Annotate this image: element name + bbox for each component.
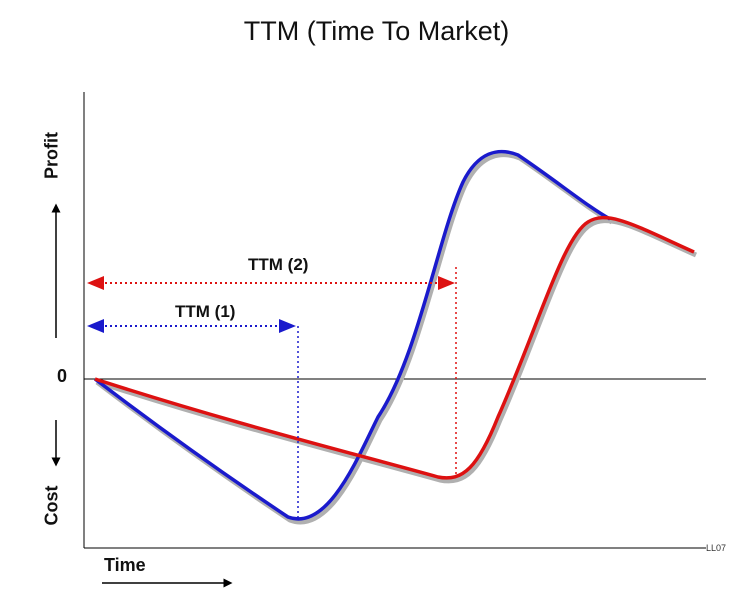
ttm2-left-arrowhead: [87, 276, 104, 290]
ttm1-label: TTM (1): [175, 302, 236, 321]
ttm2-right-arrowhead: [438, 276, 455, 290]
cost-label: Cost: [41, 485, 62, 526]
ttm1-left-arrowhead: [87, 319, 104, 333]
curve2-shadow: [96, 218, 698, 484]
ttm1-right-arrowhead: [279, 319, 296, 333]
ttm2-label: TTM (2): [248, 255, 309, 274]
curve-1-line: [93, 149, 611, 521]
profit-label: Profit: [41, 132, 62, 179]
diagram-title: TTM (Time To Market): [243, 16, 510, 46]
time-label: Time: [104, 555, 146, 575]
curve-2-line: [94, 216, 695, 480]
zero-label: 0: [57, 366, 68, 386]
corner-code-label: LL07: [706, 543, 727, 553]
